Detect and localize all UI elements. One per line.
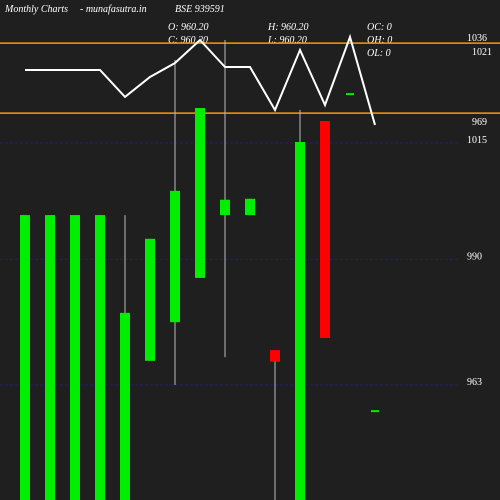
header-text: BSE 939591 xyxy=(175,4,225,15)
ohlc-label: O: 960.20 xyxy=(168,22,209,33)
candle-body xyxy=(170,190,180,323)
candle-body xyxy=(145,238,155,361)
candle-body xyxy=(195,108,205,278)
candle-body xyxy=(295,141,305,500)
ohlc-label: OL: 0 xyxy=(367,48,391,59)
ohlc-label: L: 960.20 xyxy=(267,35,307,46)
y-tick-label: 1015 xyxy=(467,135,487,146)
candle-body xyxy=(371,410,379,413)
line-series xyxy=(25,33,376,126)
header-text: - munafasutra.in xyxy=(80,4,147,15)
ohlc-label: OC: 0 xyxy=(367,22,392,33)
candle-body xyxy=(320,121,330,338)
candle-body xyxy=(220,199,230,216)
ohlc-label: H: 960.20 xyxy=(267,22,309,33)
header-text: Monthly Charts xyxy=(4,4,68,15)
candle-body xyxy=(245,198,255,216)
candle-body xyxy=(20,215,30,500)
level-label: 969 xyxy=(472,117,487,128)
candle-body xyxy=(270,350,280,362)
y-tick-label: 990 xyxy=(467,251,482,262)
candle-body xyxy=(120,312,130,500)
candle-body xyxy=(45,215,55,500)
annotation: 1036 xyxy=(467,33,487,44)
ohlc-label: OH: 0 xyxy=(367,35,392,46)
candle-body xyxy=(346,93,354,96)
y-tick-label: 963 xyxy=(467,377,482,388)
ohlc-label: C: 960.20 xyxy=(168,35,208,46)
candle-body xyxy=(95,215,105,500)
candle-body xyxy=(70,215,80,500)
level-label: 1021 xyxy=(472,47,492,58)
